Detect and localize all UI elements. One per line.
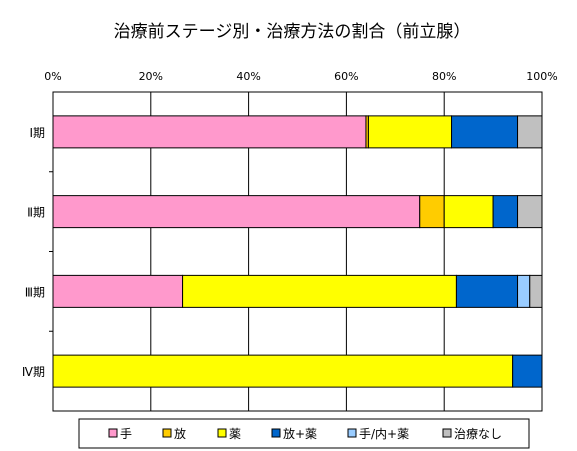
bar-segment: [455, 274, 519, 308]
x-tick-label: 60%: [334, 70, 358, 83]
bar-segment: [443, 195, 494, 229]
plot-area: 0% 20% 40% 60% 80% 100% Ⅰ期 Ⅱ期 Ⅲ期 Ⅳ期: [22, 70, 558, 412]
plot-border: [52, 91, 543, 412]
bar-segment: [517, 274, 531, 308]
bar-segment: [451, 115, 519, 149]
bar-segment: [52, 354, 514, 388]
category-label: Ⅱ期: [27, 206, 45, 220]
legend-box: [78, 418, 530, 449]
bar-segment: [52, 274, 184, 308]
bar-segment: [492, 195, 519, 229]
bar-segment: [529, 274, 543, 308]
x-tick-label: 0%: [44, 70, 61, 83]
legend-swatch: [347, 428, 357, 438]
bar-segment: [367, 115, 453, 149]
bar-segment: [52, 115, 367, 149]
legend-label: 放: [174, 426, 186, 441]
legend-label: 放+薬: [283, 426, 317, 441]
x-tick-label: 20%: [139, 70, 163, 83]
legend-swatch: [108, 428, 118, 438]
legend-label: 治療なし: [454, 427, 502, 441]
bar-segment: [419, 195, 445, 229]
category-label: Ⅳ期: [22, 365, 45, 379]
x-tick-label: 40%: [236, 70, 260, 83]
legend-label: 手/内+薬: [359, 427, 409, 441]
chart-title: 治療前ステージ別・治療方法の割合（前立腺）: [114, 22, 471, 42]
bar-segment: [517, 195, 543, 229]
legend-swatch: [271, 428, 281, 438]
legend-swatch: [217, 428, 227, 438]
legend-label: 手: [120, 427, 132, 441]
bar-segment: [182, 274, 457, 308]
bar-segment: [512, 354, 543, 388]
category-label: Ⅲ期: [25, 285, 45, 299]
x-tick-label: 100%: [526, 70, 557, 83]
bar-segment: [517, 115, 543, 149]
x-tick-label: 80%: [432, 70, 456, 83]
bar-segment: [52, 195, 421, 229]
legend: 手 放 薬 放+薬 手/内+薬 治療なし: [78, 418, 530, 449]
legend-swatch: [162, 428, 172, 438]
category-label: Ⅰ期: [29, 126, 45, 140]
legend-swatch: [442, 428, 452, 438]
legend-label: 薬: [229, 427, 241, 441]
